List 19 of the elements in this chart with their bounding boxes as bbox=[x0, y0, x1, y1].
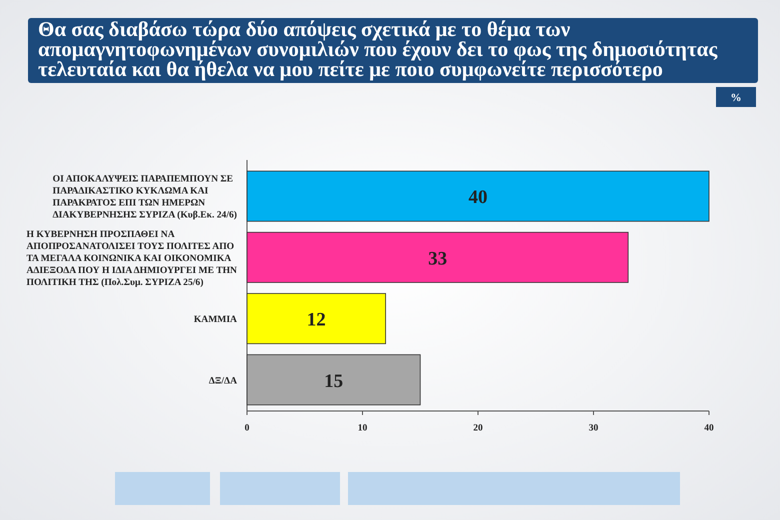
x-tick-label: 0 bbox=[244, 424, 250, 434]
chart-title: Θα σας διαβάσω τώρα δύο απόψεις σχετικά με το θέμα των απομαγνητοφωνημένων συνομιλιών που έχουν δει το φως της δημοσιότητας τελευταία και θα ήθελα να μου πείτε με ποιο συμφωνείτε περισσότερο bbox=[38, 17, 718, 81]
x-tick-label: 40 bbox=[704, 424, 714, 434]
data-label: 40 bbox=[468, 187, 488, 208]
data-label: 15 bbox=[324, 370, 344, 392]
y-tick-label: ΟΙ ΑΠΟΚΑΛΥΨΕΙΣ ΠΑΡΑΠΕΜΠΟΥΝ ΣΕ ΠΑΡΑΔΙΚΑΣΤΙΚΟ ΚΥΚΛΩΜΑ ΚΑΙ ΠΑΡΑΚΡΑΤΟΣ ΕΠΙ ΤΩΝ ΗΜΕΡΩΝ ΔΙΑΚΥΒΕΡΝΗΣΗΣ ΣΥΡΙΖΑ (Κυβ.Εκ. 24/6) bbox=[52, 174, 237, 221]
data-label: 33 bbox=[428, 248, 448, 270]
x-tick-label: 10 bbox=[358, 424, 368, 434]
bar bbox=[246, 232, 629, 283]
y-tick-label: ΚΑΜΜΙΑ bbox=[194, 314, 238, 326]
text: % bbox=[730, 92, 742, 104]
data-label: 12 bbox=[306, 310, 326, 331]
bar bbox=[246, 170, 710, 222]
x-tick-label: 30 bbox=[588, 424, 598, 434]
y-tick-label: ΔΞ/ΔΑ bbox=[208, 375, 238, 386]
y-tick-label: Η ΚΥΒΕΡΝΗΣΗ ΠΡΟΣΠΑΘΕΙ ΝΑ ΑΠΟΠΡΟΣΑΝΑΤΟΛΙΣΕΙ ΤΟΥΣ ΠΟΛΙΤΕΣ ΑΠΟ ΤΑ ΜΕΓΑΛΑ ΚΟΙΝΩΝΙΚΑ ΚΑΙ ΟΙΚΟΝΟΜΙΚΑ ΑΔΙΕΞΟΔΑ ΠΟΥ Η ΙΔΙΑ ΔΗΜΙΟΥΡΓΕΙ ΜΕ ΤΗΝ ΠΟΛΙΤΙΚΗ ΤΗΣ (Πολ.Συμ. ΣΥΡΙΖΑ 25/6) bbox=[26, 228, 238, 288]
bar bbox=[246, 354, 421, 406]
bar bbox=[246, 293, 386, 344]
x-tick-label: 20 bbox=[473, 424, 483, 434]
